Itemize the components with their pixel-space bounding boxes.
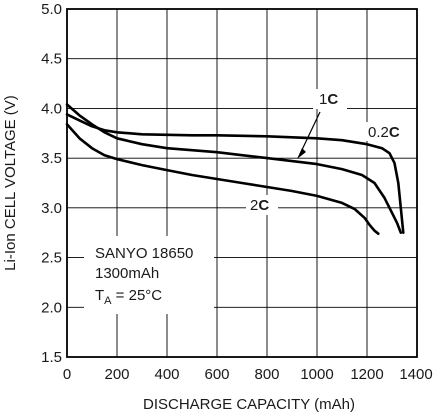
y-tick-label: 5.0 bbox=[41, 1, 62, 18]
y-axis-title: Li-Ion CELL VOLTAGE (V) bbox=[2, 95, 19, 271]
x-tick-label: 200 bbox=[104, 366, 129, 383]
y-tick-label: 3.0 bbox=[41, 200, 62, 217]
annotation-line-2: 1300mAh bbox=[95, 265, 159, 282]
y-tick-label: 1.5 bbox=[41, 349, 62, 366]
series-label-2c-suffix: C bbox=[258, 197, 269, 214]
curve-2c bbox=[65, 123, 380, 235]
annotation-temp-value: = 25°C bbox=[112, 287, 163, 304]
x-tick-label: 1000 bbox=[300, 366, 333, 383]
plot-frame bbox=[66, 8, 418, 358]
discharge-curves bbox=[65, 103, 405, 235]
annotation-temp-subscript: A bbox=[104, 295, 112, 307]
label-bg-0-2c bbox=[364, 122, 408, 141]
x-tick-label: 1200 bbox=[350, 366, 383, 383]
label-bg-1c bbox=[313, 89, 347, 109]
y-tick-label: 4.0 bbox=[41, 100, 62, 117]
x-axis-title: DISCHARGE CAPACITY (mAh) bbox=[143, 396, 355, 413]
series-label-1c-suffix: C bbox=[327, 91, 338, 108]
x-tick-label: 0 bbox=[63, 366, 71, 383]
annotation-line-1: SANYO 18650 bbox=[95, 245, 193, 262]
annotation-line-3: TA = 25°C bbox=[95, 287, 162, 307]
x-tick-label: 400 bbox=[154, 366, 179, 383]
series-label-1c-prefix: 1 bbox=[319, 91, 327, 108]
series-label-0-2c-suffix: C bbox=[389, 124, 400, 141]
label-bg-2c bbox=[246, 195, 278, 215]
annotation-temp-symbol: T bbox=[95, 287, 104, 304]
x-tick-label: 800 bbox=[254, 366, 279, 383]
annotation-box bbox=[84, 236, 214, 314]
series-label-1c: 1C bbox=[319, 91, 338, 108]
y-tick-label: 3.5 bbox=[41, 150, 62, 167]
y-tick-label: 2.0 bbox=[41, 299, 62, 316]
series-label-0-2c-prefix: 0.2 bbox=[368, 124, 389, 141]
curve-0-2c bbox=[65, 113, 405, 234]
y-tick-labels: 1.5 2.0 2.5 3.0 3.5 4.0 4.5 5.0 bbox=[41, 1, 62, 366]
y-tick-label: 4.5 bbox=[41, 51, 62, 68]
series-label-2c-prefix: 2 bbox=[250, 197, 258, 214]
x-tick-label: 600 bbox=[204, 366, 229, 383]
pointer-arrowhead-1c bbox=[297, 148, 306, 159]
pointer-arrow-1c bbox=[299, 111, 321, 155]
y-tick-label: 2.5 bbox=[41, 250, 62, 267]
x-tick-label: 1400 bbox=[399, 366, 432, 383]
curve-1c bbox=[65, 103, 403, 234]
series-label-0-2c: 0.2C bbox=[368, 124, 400, 141]
x-tick-labels: 0 200 400 600 800 1000 1200 1400 bbox=[63, 366, 433, 383]
series-label-2c: 2C bbox=[250, 197, 269, 214]
